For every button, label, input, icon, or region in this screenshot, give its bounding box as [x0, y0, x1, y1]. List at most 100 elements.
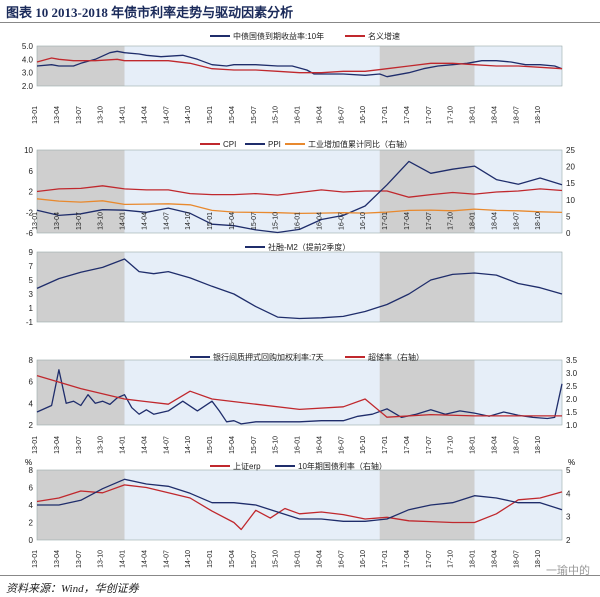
x-tick-label: 18-07: [513, 106, 520, 124]
y-right-tick-label: 2: [566, 536, 571, 545]
x-tick-label: 18-04: [491, 212, 498, 230]
x-tick-label: 16-01: [295, 436, 302, 454]
x-tick-label: 14-01: [120, 212, 127, 230]
legend-label: PPI: [268, 140, 281, 149]
x-tick-label: 17-04: [404, 212, 411, 230]
x-tick-label: 14-04: [141, 550, 148, 568]
y-tick-label: 8: [29, 466, 34, 475]
x-tick-label: 15-04: [229, 106, 236, 124]
y-tick-label: 5.0: [22, 42, 34, 51]
y-right-tick-label: 5: [566, 212, 571, 221]
y-tick-label: 6: [29, 167, 34, 176]
series-line: [36, 369, 563, 425]
source-rule: [0, 575, 600, 576]
y-tick-label: -2: [26, 208, 34, 217]
y-right-tick-label: 3.0: [566, 369, 578, 378]
x-tick-label: 17-01: [382, 436, 389, 454]
x-tick-label: 18-10: [535, 212, 542, 230]
panel-5: 0 2 4 6 8 2 3 4 5% % 上证erp 10年期国债利率（右轴） 13-01 13-04 13…: [25, 458, 575, 568]
x-tick-label: 17-10: [448, 436, 455, 454]
y-tick-label: 3: [29, 290, 34, 299]
legend-label: 工业增加值累计同比（右轴）: [308, 139, 412, 149]
x-tick-label: 18-01: [470, 106, 477, 124]
y-tick-label: 4.0: [22, 55, 34, 64]
x-tick-label: 16-01: [295, 106, 302, 124]
x-tick-label: 13-01: [32, 212, 39, 230]
y-right-tick-label: 1.0: [566, 421, 578, 430]
y-right-tick-label: 3: [566, 513, 571, 522]
x-tick-label: 14-10: [185, 106, 192, 124]
shaded-region-2013: [37, 252, 125, 322]
x-tick-label: 14-04: [141, 106, 148, 124]
x-tick-label: 14-04: [141, 212, 148, 230]
x-tick-label: 18-04: [491, 106, 498, 124]
y-right-tick-label: 5: [566, 466, 571, 475]
y-right-tick-label: 1.5: [566, 408, 578, 417]
x-tick-label: 14-07: [163, 212, 170, 230]
x-tick-label: 17-07: [426, 436, 433, 454]
x-tick-label: 15-04: [229, 436, 236, 454]
y-tick-label: 4: [29, 501, 34, 510]
x-tick-label: 17-04: [404, 436, 411, 454]
x-tick-label: 17-01: [382, 212, 389, 230]
x-tick-label: 13-01: [32, 436, 39, 454]
series-line: [36, 484, 563, 531]
source-note: 资料来源：Wind，华创证券: [6, 583, 139, 595]
x-tick-label: 13-07: [76, 436, 83, 454]
x-tick-label: 15-01: [207, 212, 214, 230]
x-tick-label: 15-04: [229, 212, 236, 230]
y-right-tick-label: 2.0: [566, 395, 578, 404]
x-tick-label: 17-07: [426, 106, 433, 124]
x-tick-label: 13-07: [76, 106, 83, 124]
x-tick-label: 17-10: [448, 212, 455, 230]
x-tick-label: 13-07: [76, 550, 83, 568]
y-tick-label: 8: [29, 356, 34, 365]
y-tick-label: 2.0: [22, 82, 34, 91]
x-tick-label: 13-10: [98, 106, 105, 124]
y-right-tick-label: 3.5: [566, 356, 578, 365]
watermark-text: 一瑜中的: [546, 565, 590, 577]
series-line: [36, 185, 563, 198]
y-tick-label: 0: [29, 536, 34, 545]
x-tick-label: 13-01: [32, 106, 39, 124]
legend-label: 中债国债到期收益率:10年: [233, 31, 324, 41]
x-tick-label: 16-10: [360, 550, 367, 568]
x-tick-label: 15-01: [207, 550, 214, 568]
y-right-tick-label: 0: [566, 229, 571, 238]
y-tick-label: 2: [29, 421, 34, 430]
shaded-region-2017: [379, 470, 475, 540]
x-tick-label: 15-07: [251, 212, 258, 230]
x-tick-label: 15-07: [251, 436, 258, 454]
x-tick-label: 17-10: [448, 550, 455, 568]
legend-label: 银行间质押式回购加权利率:7天: [213, 352, 324, 362]
panel-4: 2 4 6 8 1.0 1.5 2.0 2.5 3.0 3.5 银行间质押式回购加权利率:7天 超储率…: [29, 352, 578, 454]
figure-title: 图表 10 2013-2018 年债市利率走势与驱动因素分析: [6, 5, 294, 20]
y-tick-label: 6: [29, 484, 34, 493]
x-tick-label: 14-01: [120, 436, 127, 454]
x-tick-label: 18-01: [470, 550, 477, 568]
y-right-unit-label: %: [568, 458, 575, 467]
x-tick-label: 13-10: [98, 550, 105, 568]
x-tick-label: 17-07: [426, 550, 433, 568]
x-tick-label: 17-07: [426, 212, 433, 230]
shaded-region-2017: [379, 46, 475, 86]
y-tick-label: 2: [29, 519, 34, 528]
x-tick-label: 18-07: [513, 550, 520, 568]
x-tick-label: 14-01: [120, 106, 127, 124]
x-tick-label: 18-04: [491, 550, 498, 568]
y-tick-label: 3.0: [22, 69, 34, 78]
x-tick-label: 17-04: [404, 106, 411, 124]
x-tick-label: 14-07: [163, 106, 170, 124]
x-tick-label: 14-10: [185, 550, 192, 568]
y-tick-label: -1: [26, 318, 34, 327]
x-tick-label: 13-01: [32, 550, 39, 568]
x-tick-label: 16-01: [295, 550, 302, 568]
x-tick-label: 17-01: [382, 106, 389, 124]
series-line: [36, 258, 563, 320]
x-tick-label: 17-01: [382, 550, 389, 568]
x-tick-label: 18-01: [470, 436, 477, 454]
y-tick-label: 9: [29, 248, 34, 257]
y-tick-label: 6: [29, 378, 34, 387]
y-right-tick-label: 4: [566, 489, 571, 498]
legend-label: 10年期国债利率（右轴）: [298, 461, 387, 471]
